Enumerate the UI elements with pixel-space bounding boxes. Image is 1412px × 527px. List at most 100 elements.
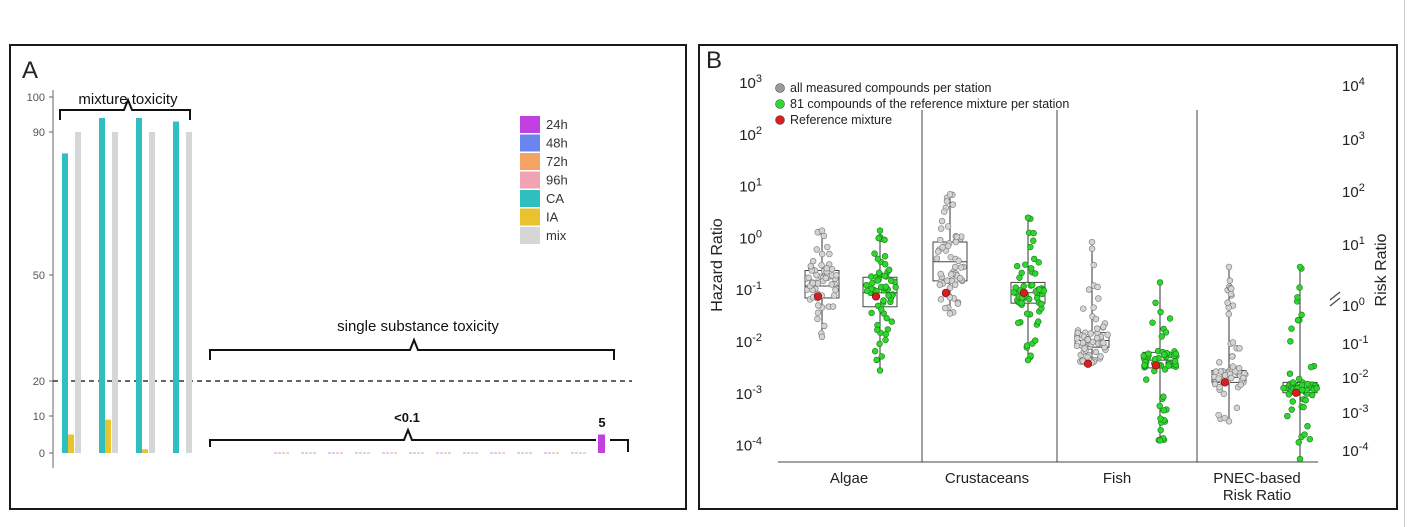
b-point	[882, 336, 889, 344]
b-category-label: Risk Ratio	[1223, 487, 1291, 504]
b-point	[1013, 262, 1021, 270]
b-point	[1160, 407, 1167, 414]
b-point	[1296, 455, 1304, 463]
a-single-bar	[544, 452, 547, 454]
b-point	[823, 265, 830, 272]
b-point	[871, 250, 878, 257]
b-point	[1030, 237, 1037, 244]
b-point	[1227, 290, 1235, 298]
a-bar-ia	[105, 419, 111, 453]
b-point	[1236, 345, 1243, 352]
a-legend-swatch	[520, 116, 540, 133]
b-point	[880, 297, 887, 304]
b-point	[1080, 305, 1087, 312]
a-single-bar	[463, 452, 466, 454]
b-reference-point	[1220, 378, 1230, 387]
a-single-bar	[552, 452, 555, 454]
a-bar-24h	[598, 434, 605, 453]
a-single-label: single substance toxicity	[337, 318, 499, 335]
b-reference-point	[871, 292, 881, 301]
a-y-tick-label: 50	[33, 270, 45, 282]
b-left-tick-label: 10-3	[736, 384, 762, 403]
a-single-bar	[309, 452, 312, 454]
b-point	[1287, 338, 1294, 345]
a-single-bar	[413, 452, 416, 454]
b-point	[1084, 336, 1092, 343]
b-point	[1027, 243, 1034, 251]
b-point	[1212, 368, 1220, 375]
b-point	[1095, 295, 1102, 302]
b-point	[1296, 263, 1304, 271]
b-point	[1229, 363, 1237, 370]
b-point	[944, 223, 952, 230]
a-single-bar	[301, 452, 304, 454]
b-point	[1074, 329, 1081, 337]
b-point	[1215, 411, 1222, 419]
b-point	[937, 270, 944, 278]
b-point	[1165, 362, 1172, 369]
a-single-bar	[359, 452, 362, 454]
a-single-bar	[494, 452, 497, 454]
b-point	[1141, 362, 1148, 369]
a-single-bar	[390, 452, 393, 454]
a-single-bar	[575, 452, 578, 454]
b-point	[813, 246, 820, 253]
b-point	[955, 257, 962, 265]
b-right-axis-title: Risk Ratio	[1373, 233, 1390, 306]
a-single-bar	[328, 452, 331, 454]
b-point	[1022, 261, 1029, 268]
b-boxplot-reference	[1280, 263, 1320, 463]
b-point	[878, 306, 885, 313]
a-single-bar	[409, 452, 412, 454]
b-point	[1088, 245, 1096, 252]
panel-a	[9, 44, 687, 510]
a-bar-ia	[142, 449, 148, 453]
b-left-tick-label: 10-4	[736, 436, 762, 455]
a-y-tick-label: 100	[27, 92, 45, 104]
b-point	[1024, 356, 1032, 364]
b-point	[1087, 330, 1094, 337]
b-point	[1162, 329, 1170, 336]
b-point	[1286, 370, 1294, 377]
a-top-bracket	[610, 439, 629, 452]
a-bar-ca	[62, 153, 68, 453]
b-legend-marker	[775, 99, 785, 109]
b-point	[886, 266, 893, 274]
b-point	[1240, 374, 1247, 382]
b-point	[1304, 422, 1311, 430]
b-point	[1030, 255, 1038, 263]
b-boxplot-reference	[862, 227, 899, 374]
b-point	[1225, 310, 1232, 318]
b-point	[1225, 418, 1233, 425]
b-point	[1143, 376, 1150, 383]
a-bar-ca	[173, 121, 179, 453]
b-point	[871, 348, 879, 355]
b-point	[1093, 334, 1101, 342]
b-point	[1073, 335, 1081, 342]
b-category-label: Algae	[830, 470, 868, 487]
a-single-bar	[475, 452, 478, 454]
b-point	[1035, 259, 1042, 266]
b-point	[1289, 379, 1297, 386]
a-single-bar	[583, 452, 586, 454]
a-single-bar	[517, 452, 520, 454]
a-mixture-label: mixture toxicity	[78, 91, 178, 108]
b-boxplot-reference	[1010, 214, 1048, 364]
a-y-tick-label: 0	[39, 448, 45, 460]
a-single-bar	[336, 452, 339, 454]
b-point	[946, 191, 954, 198]
b-point	[943, 277, 951, 284]
b-point	[1216, 359, 1223, 366]
b-point	[943, 198, 951, 205]
b-point	[882, 331, 889, 338]
b-reference-point	[1291, 388, 1301, 397]
b-reference-point	[1151, 361, 1161, 370]
b-left-tick-label: 103	[739, 73, 762, 92]
a-single-bar	[571, 452, 574, 454]
b-point	[875, 269, 883, 276]
b-left-axis-title: Hazard Ratio	[709, 218, 726, 311]
a-single-bar	[274, 452, 277, 454]
b-point	[873, 326, 881, 334]
a-legend-label: mix	[546, 228, 567, 243]
b-point	[1156, 437, 1164, 444]
